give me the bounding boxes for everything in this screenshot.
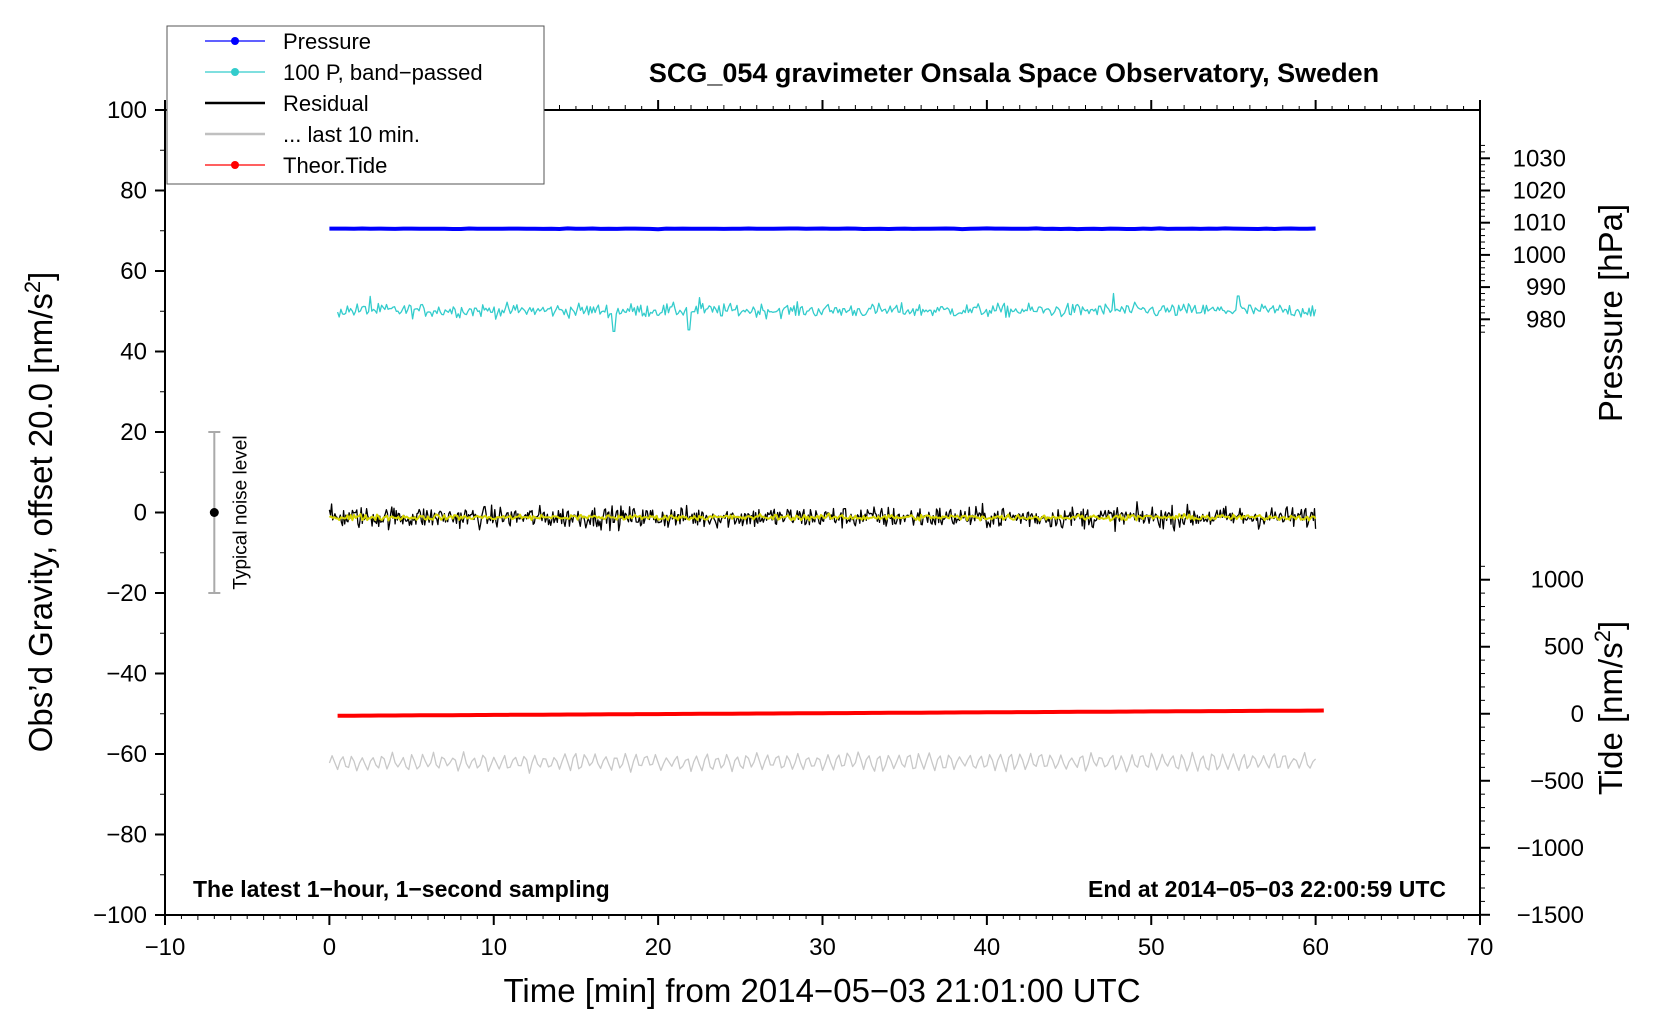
series-line-0 bbox=[329, 226, 1316, 232]
series-layer bbox=[328, 226, 1324, 774]
chart-title: SCG_054 gravimeter Onsala Space Observat… bbox=[649, 58, 1379, 88]
tide-tick-label: 1000 bbox=[1531, 567, 1584, 594]
pressure-tick-label: 1030 bbox=[1513, 145, 1566, 172]
y-axis-ticks: −100 −80 −60 −40 −20 0 20 40 60 80 100 bbox=[93, 97, 165, 929]
y-tick-label: −40 bbox=[106, 661, 147, 688]
tide-axis-ticks: −1500 −1000 −500 0 500 1000 bbox=[1480, 565, 1584, 929]
y-tick-label: −80 bbox=[106, 822, 147, 849]
annotation-sampling: The latest 1−hour, 1−second sampling bbox=[193, 876, 610, 902]
legend-label: Pressure bbox=[283, 29, 371, 54]
legend-box bbox=[166, 25, 545, 185]
x-tick-label: 60 bbox=[1302, 934, 1329, 961]
pressure-tick-label: 990 bbox=[1526, 274, 1566, 301]
tide-tick-label: −500 bbox=[1530, 768, 1584, 795]
tide-tick-label: 0 bbox=[1571, 701, 1584, 728]
x-tick-label: 70 bbox=[1467, 934, 1494, 961]
pressure-axis-ticks: 980 990 1000 1010 1020 1030 bbox=[1480, 144, 1566, 333]
x-tick-label: 0 bbox=[323, 934, 336, 961]
pressure-axis-label: Pressure [hPa] bbox=[1592, 204, 1629, 422]
pressure-tick-label: 980 bbox=[1526, 306, 1566, 333]
tide-tick-label: −1500 bbox=[1517, 902, 1584, 929]
legend-label: Residual bbox=[283, 91, 369, 116]
y-tick-label: 0 bbox=[134, 500, 147, 527]
x-tick-label: −10 bbox=[145, 934, 186, 961]
legend-label: ... last 10 min. bbox=[283, 122, 420, 147]
legend-label: Theor.Tide bbox=[283, 153, 387, 178]
y-tick-label: 100 bbox=[107, 97, 147, 124]
y-tick-label: 80 bbox=[120, 178, 147, 205]
y-tick-label: 40 bbox=[120, 339, 147, 366]
series-line-1 bbox=[336, 292, 1317, 333]
y-tick-label: 60 bbox=[120, 258, 147, 285]
noise-level-indicator: Typical noise level bbox=[208, 431, 251, 594]
x-tick-label: 20 bbox=[645, 934, 672, 961]
y-tick-label: −20 bbox=[106, 580, 147, 607]
y-tick-label: −100 bbox=[93, 902, 147, 929]
legend-swatch-marker bbox=[231, 68, 239, 76]
x-tick-label: 50 bbox=[1138, 934, 1165, 961]
legend: Pressure 100 P, band−passed Residual ... la… bbox=[166, 25, 545, 185]
plot-frame bbox=[164, 109, 1481, 916]
series-line-4 bbox=[337, 708, 1324, 718]
series-line-5 bbox=[329, 512, 1317, 522]
x-tick-label: 40 bbox=[974, 934, 1001, 961]
noise-bar-dot bbox=[209, 508, 219, 517]
tide-tick-label: −1000 bbox=[1517, 835, 1584, 862]
x-tick-label: 30 bbox=[809, 934, 836, 961]
noise-bar-label: Typical noise level bbox=[230, 435, 251, 589]
legend-swatch-marker bbox=[231, 161, 239, 169]
y-axis-label: Obs’d Gravity, offset 20.0 [nm/s2] bbox=[20, 272, 59, 753]
series-line-3 bbox=[328, 751, 1317, 774]
x-tick-label: 10 bbox=[480, 934, 507, 961]
annotation-end-time: End at 2014−05−03 22:00:59 UTC bbox=[1088, 876, 1446, 902]
legend-label: 100 P, band−passed bbox=[283, 60, 483, 85]
pressure-tick-label: 1000 bbox=[1513, 242, 1566, 269]
pressure-tick-label: 1020 bbox=[1513, 178, 1566, 205]
x-axis-ticks: −10 0 10 20 30 40 50 60 70 bbox=[145, 100, 1494, 961]
legend-entries: Pressure 100 P, band−passed Residual ... la… bbox=[205, 29, 483, 178]
y-tick-label: −60 bbox=[106, 741, 147, 768]
tide-axis-label: Tide [nm/s2] bbox=[1590, 621, 1629, 795]
tide-tick-label: 500 bbox=[1544, 634, 1584, 661]
y-tick-label: 20 bbox=[120, 419, 147, 446]
x-axis-label: Time [min] from 2014−05−03 21:01:00 UTC bbox=[503, 972, 1140, 1009]
pressure-tick-label: 1010 bbox=[1513, 210, 1566, 237]
legend-swatch-marker bbox=[231, 37, 239, 45]
